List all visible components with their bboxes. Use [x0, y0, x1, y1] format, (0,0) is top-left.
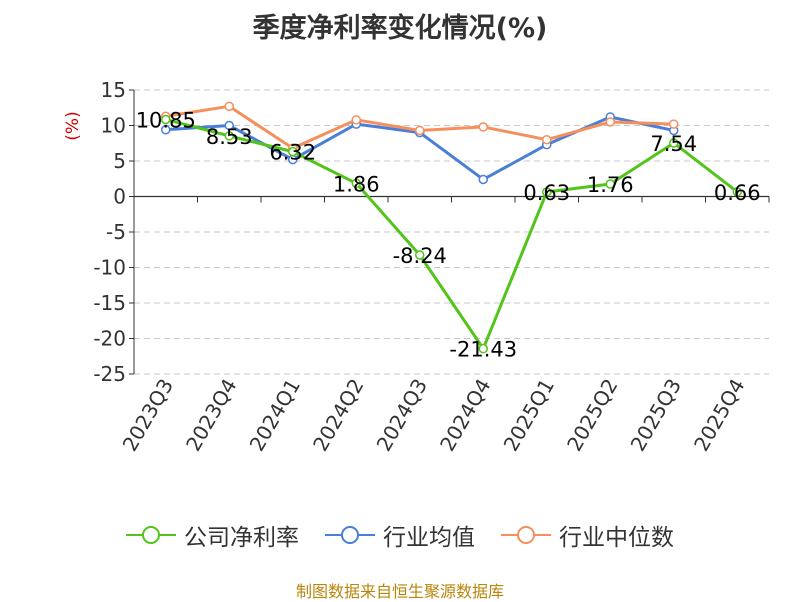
x-tick-label: 2024Q1 — [245, 375, 305, 456]
data-label: 7.54 — [650, 132, 697, 156]
data-point — [415, 125, 425, 136]
data-point — [161, 125, 171, 135]
y-tick-label: 5 — [113, 149, 126, 173]
data-point — [351, 178, 361, 189]
data-labels: 10.85 8.53 6.32 1.86 -8.24 -21.43 0.63 1.76 7.54… — [136, 108, 761, 361]
legend-marker-icon — [325, 526, 375, 544]
data-point — [415, 250, 425, 260]
data-point — [542, 134, 552, 145]
y-tick-label: -5 — [106, 220, 126, 244]
y-tick-label: 10 — [101, 114, 126, 138]
x-tick-label: 2024Q4 — [435, 375, 495, 456]
data-point — [669, 119, 679, 129]
x-tick-label: 2023Q4 — [181, 375, 241, 456]
data-point — [478, 174, 488, 185]
source-footer: 制图数据来自恒生聚源数据库 — [295, 582, 504, 601]
y-tick-label: -20 — [93, 327, 126, 351]
data-point — [732, 187, 742, 197]
data-label: 0.63 — [523, 181, 570, 205]
data-label: -8.24 — [393, 244, 447, 268]
legend-item[interactable]: 公司净利率 — [126, 518, 299, 552]
data-point — [224, 120, 234, 131]
data-point — [351, 115, 361, 125]
y-tick-label: -15 — [93, 291, 126, 315]
y-tick-label: 0 — [113, 185, 126, 209]
data-point — [288, 146, 298, 157]
x-tick-label: 2025Q3 — [626, 375, 686, 456]
grid-lines — [134, 89, 769, 375]
legend-marker-icon — [501, 526, 551, 544]
data-point — [224, 131, 234, 141]
data-point — [605, 179, 615, 189]
y-tick-label: -10 — [93, 256, 126, 280]
x-tick-label: 2025Q4 — [689, 375, 749, 456]
legend-item[interactable]: 行业均值 — [325, 518, 475, 552]
y-tick-label: -25 — [93, 362, 126, 386]
x-tick-label: 2025Q1 — [499, 375, 559, 456]
data-point — [605, 117, 615, 127]
legend-label: 行业均值 — [383, 525, 475, 551]
legend-marker-icon — [126, 526, 176, 544]
data-label: 1.86 — [333, 172, 380, 196]
data-label: 0.66 — [714, 181, 761, 205]
data-point — [224, 101, 234, 112]
legend: 公司净利率 行业均值 行业中位数 — [0, 518, 800, 552]
data-label: -21.43 — [449, 338, 517, 362]
legend-label: 公司净利率 — [184, 525, 299, 551]
x-tick-label: 2023Q3 — [118, 375, 178, 456]
x-tick-label: 2025Q2 — [562, 375, 622, 456]
data-point — [669, 138, 679, 148]
data-label: 1.76 — [587, 173, 634, 197]
data-label: 8.53 — [206, 125, 253, 149]
series — [161, 101, 742, 354]
data-point — [478, 122, 488, 132]
legend-label: 行业中位数 — [559, 525, 674, 551]
y-axis-label: (%) — [63, 111, 83, 140]
data-point — [161, 114, 171, 125]
data-label: 6.32 — [269, 141, 316, 165]
x-tick-label: 2024Q2 — [308, 375, 368, 456]
data-point — [542, 187, 552, 197]
y-tick-label: 15 — [101, 78, 126, 102]
chart-title: 季度净利率变化情况(%) — [252, 13, 548, 44]
series-line — [165, 118, 739, 351]
legend-item[interactable]: 行业中位数 — [501, 518, 674, 552]
x-tick-label: 2024Q3 — [372, 375, 432, 456]
data-point — [478, 343, 488, 354]
data-label: 10.85 — [136, 108, 196, 132]
